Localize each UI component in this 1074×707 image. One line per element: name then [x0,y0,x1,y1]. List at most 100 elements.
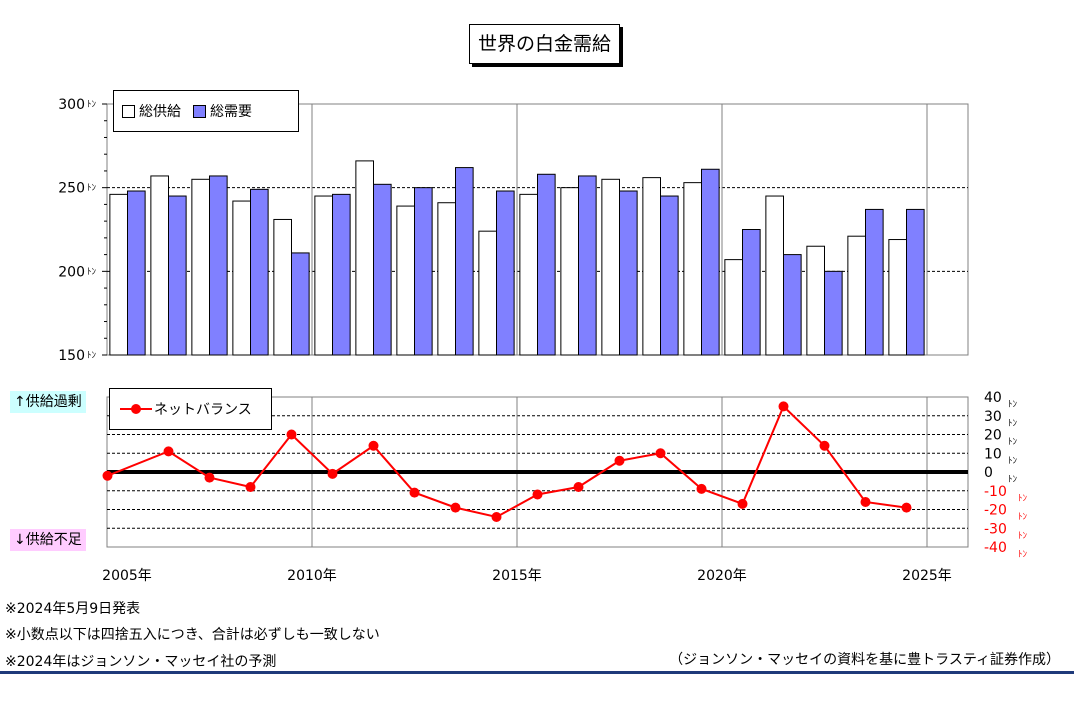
legend-supply-label: 総供給 [139,104,181,120]
line-y-tick-label: -40 [984,540,1007,556]
line-y-tick-label: -30 [984,521,1007,537]
x-tick-label: 2025年 [902,568,952,584]
demand-swatch [193,104,206,118]
net-balance-point [450,502,461,513]
supply-bar [273,218,292,356]
legend-demand-label: 総需要 [210,104,252,120]
demand-bar [660,195,679,356]
demand-bar [537,173,556,356]
supply-bar [150,175,169,356]
supply-bar [109,193,129,356]
demand-bar [455,167,474,356]
net-balance-point [204,472,215,483]
line-legend: ネットバランス [109,388,272,430]
line-y-tick-label: 0 [984,465,993,481]
supply-bar [478,230,497,356]
line-y-tick-label: 10 [984,446,1002,462]
note-rounding: ※小数点以下は四捨五入につき、合計は必ずしも一致しない [5,627,380,643]
demand-bar [783,254,802,356]
note-announcement: ※2024年5月9日発表 [5,601,141,617]
line-y-tick-unit: ﾄﾝ [1008,456,1018,466]
net-balance-point [860,497,871,507]
chart-title: 世界の白金需給 [469,24,621,64]
line-y-tick-unit: ﾄﾝ [1008,419,1018,429]
net-balance-point [491,512,502,522]
line-y-tick-unit: ﾄﾝ [1018,494,1028,504]
supply-bar [642,177,661,356]
supply-shortage-label: ↓供給不足 [10,529,86,551]
demand-bar [619,190,638,356]
bar-y-tick-label: 150 [58,348,85,364]
footer-divider [0,671,1074,674]
line-y-tick-unit: ﾄﾝ [1008,475,1018,485]
source-note: （ジョンソン・マッセイの資料を基に豊トラスティ証券作成） [669,652,1060,668]
bar-legend: 総供給 総需要 [113,90,299,132]
supply-bar [396,205,415,356]
supply-bar [765,195,784,356]
net-balance-point [163,446,174,457]
net-balance-point [286,429,297,440]
net-balance-point [245,482,256,492]
net-balance-point [901,502,912,513]
supply-excess-label: ↑供給過剰 [10,391,86,413]
supply-bar [191,178,210,356]
net-balance-point [327,468,338,479]
bar-y-tick-label: 250 [58,181,85,197]
demand-bar [414,187,433,356]
demand-bar [865,208,884,356]
legend-net-label: ネットバランス [154,402,252,418]
net-balance-point [102,470,113,481]
net-balance-point [819,440,830,451]
supply-bar [519,193,538,356]
line-y-tick-label: -10 [984,484,1007,500]
line-y-tick-label: 40 [984,390,1002,406]
supply-bar [888,239,907,356]
demand-bar [578,175,597,356]
line-y-tick-label: -20 [984,503,1007,519]
net-balance-point [696,483,707,494]
line-y-tick-unit: ﾄﾝ [1018,513,1028,523]
line-y-tick-label: 30 [984,409,1002,425]
net-balance-line [107,404,907,519]
demand-bar [824,270,843,356]
legend-item-demand: 総需要 [193,101,252,121]
net-balance-point [655,448,666,459]
bar-y-tick-label: 200 [58,264,85,280]
net-balance-point [532,489,543,500]
demand-bar [496,190,515,356]
demand-bar [127,190,146,356]
supply-bar [314,195,333,356]
demand-bar [291,252,310,356]
supply-bar [437,202,456,356]
supply-bar [847,235,866,356]
net-balance-point [573,482,584,492]
net-balance-point [778,401,789,412]
net-balance-point [614,455,625,466]
demand-bar [250,188,269,356]
legend-item-supply: 総供給 [122,101,181,121]
bar-y-tick-unit: ﾄﾝ [87,267,97,277]
supply-bar [560,187,579,356]
x-tick-label: 2020年 [697,568,747,584]
supply-bar [683,182,702,356]
demand-bar [742,229,761,356]
line-y-tick-label: 20 [984,428,1002,444]
supply-bar [806,245,825,356]
bar-y-tick-label: 300 [58,97,85,113]
line-y-tick-unit: ﾄﾝ [1008,400,1018,410]
supply-bar [355,160,374,356]
line-y-tick-unit: ﾄﾝ [1018,550,1028,560]
supply-bar [601,178,620,356]
supply-swatch [122,104,135,118]
bar-y-tick-unit: ﾄﾝ [87,184,97,194]
demand-bar [906,208,925,356]
demand-bar [701,168,720,356]
net-balance-point [409,487,420,498]
line-y-tick-unit: ﾄﾝ [1018,531,1028,541]
x-tick-label: 2005年 [102,568,152,584]
note-forecast: ※2024年はジョンソン・マッセイ社の予測 [5,654,277,670]
demand-bar [332,193,351,356]
bar-y-tick-unit: ﾄﾝ [87,351,97,361]
bar-y-tick-unit: ﾄﾝ [87,100,97,110]
demand-bar [168,195,187,356]
